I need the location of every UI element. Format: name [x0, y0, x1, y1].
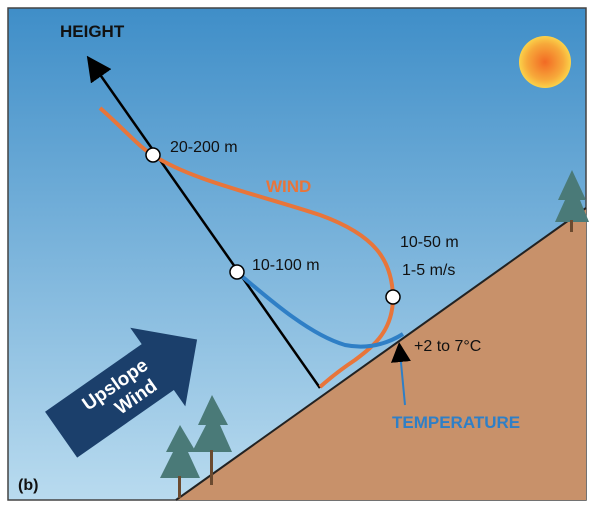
trees — [160, 170, 589, 498]
slope — [175, 207, 587, 501]
annotation: 1-5 m/s — [402, 262, 455, 279]
panel-label: (b) — [18, 477, 38, 494]
axis-label: HEIGHT — [60, 22, 125, 41]
annotation: 20-200 m — [170, 139, 238, 156]
temperature-profile — [235, 270, 405, 349]
height-axis — [86, 55, 322, 389]
marker — [229, 264, 245, 280]
marker — [145, 147, 161, 163]
marker — [385, 289, 401, 305]
annotation: 10-50 m — [400, 234, 459, 251]
pointer — [390, 342, 411, 406]
wind-label: WIND — [266, 177, 311, 196]
annotation: +2 to 7°C — [414, 338, 481, 355]
temperature-label: TEMPERATURE — [392, 413, 520, 432]
sun — [519, 36, 571, 88]
annotation: 10-100 m — [252, 257, 320, 274]
